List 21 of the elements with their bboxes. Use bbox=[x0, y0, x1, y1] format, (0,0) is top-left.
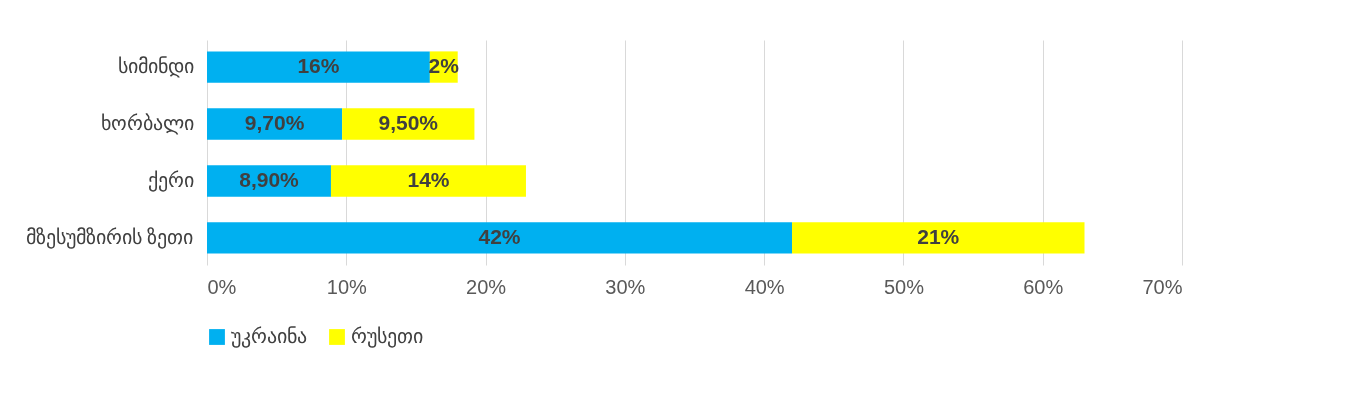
y-tick-label: სიმინდი bbox=[117, 55, 194, 79]
data-label: 21% bbox=[917, 224, 960, 248]
x-tick-label: 60% bbox=[1023, 275, 1064, 298]
y-tick-label: მზესუმზირის ზეთი bbox=[25, 225, 194, 249]
data-label: 9,70% bbox=[244, 111, 305, 135]
x-tick-label: 10% bbox=[326, 275, 368, 298]
y-tick-label: ხორბალი bbox=[100, 112, 194, 136]
data-label: 9,50% bbox=[378, 111, 439, 135]
x-tick-label: 70% bbox=[1142, 275, 1183, 298]
data-label: 14% bbox=[407, 167, 450, 191]
data-label: 8,90% bbox=[239, 167, 300, 191]
x-tick-label: 30% bbox=[605, 275, 646, 298]
x-tick-label: 20% bbox=[466, 275, 507, 298]
x-tick-label: 40% bbox=[744, 275, 785, 298]
data-label: 16% bbox=[297, 54, 340, 78]
x-tick-label: 0% bbox=[207, 275, 237, 298]
data-label: 42% bbox=[478, 224, 521, 248]
legend-label: უკრაინა bbox=[231, 325, 307, 348]
y-tick-label: ქერი bbox=[147, 168, 194, 192]
x-tick-label: 50% bbox=[883, 275, 925, 298]
legend-label: რუსეთი bbox=[351, 325, 423, 348]
